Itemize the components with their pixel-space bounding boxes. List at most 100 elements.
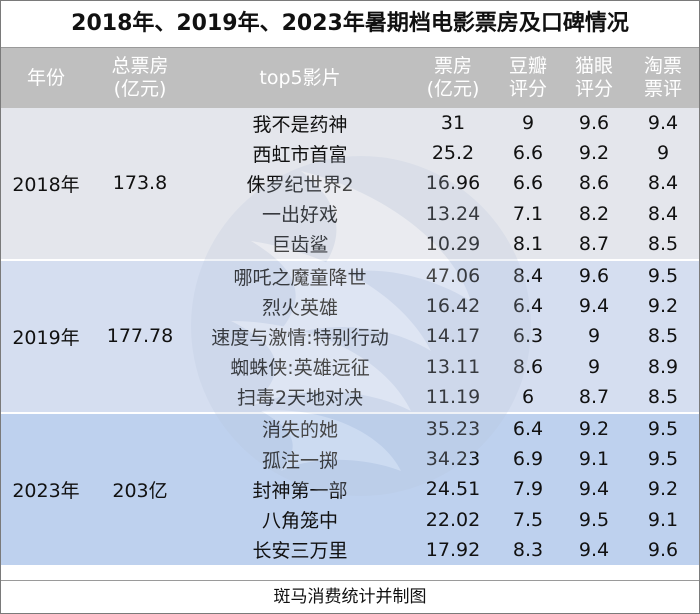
header-row: 年份 总票房 (亿元) top5影片 票房 (亿元) 豆瓣 评分 猫眼 评分 淘票 票评 [1,48,699,108]
maoyan-score-cell: 9.1 [561,444,627,475]
film-name-cell: 速度与激情:特别行动 [189,321,411,352]
film-name-cell: 侏罗纪世界2 [189,168,411,199]
film-name-cell: 八角笼中 [189,504,411,535]
maoyan-score-cell: 9.4 [561,291,627,322]
maoyan-score-cell: 9.6 [561,108,627,139]
table-row: 封神第一部 24.51 7.9 9.4 9.2 [1,474,699,505]
douban-score-cell: 6.4 [495,411,561,445]
film-name-cell: 西虹市首富 [189,138,411,169]
taopiaopiao-score-cell: 9.4 [627,108,699,139]
douban-score-cell: 7.5 [495,504,561,535]
douban-score-cell: 8.1 [495,228,561,260]
header-box-office: 票房 (亿元) [411,48,495,108]
header-total-box-office: 总票房 (亿元) [91,48,189,108]
film-name-cell: 消失的她 [189,411,411,445]
douban-score-cell: 6.9 [495,444,561,475]
taopiaopiao-score-cell: 9 [627,138,699,169]
table-row: 2023年 203亿 消失的她 35.23 6.4 9.2 9.5 [1,411,699,565]
box-office-cell: 31 [411,108,495,139]
maoyan-score-cell: 8.6 [561,168,627,199]
douban-score-cell: 8.4 [495,258,561,292]
table-title: 2018年、2019年、2023年暑期档电影票房及口碑情况 [1,1,699,48]
table-row: 侏罗纪世界2 16.96 6.6 8.6 8.4 [1,168,699,199]
film-name-cell: 一出好戏 [189,198,411,229]
box-office-cell: 13.11 [411,351,495,382]
douban-score-cell: 6.3 [495,321,561,352]
douban-score-cell: 7.1 [495,198,561,229]
douban-score-cell: 6.6 [495,168,561,199]
taopiaopiao-score-cell: 9.2 [627,474,699,505]
box-office-cell: 16.42 [411,291,495,322]
table-row: 2019年 177.78 哪吒之魔童降世 47.06 8.4 9.6 9.5 [1,258,699,413]
box-office-cell: 47.06 [411,258,495,292]
total-box-office-cell: 177.78 [91,258,189,413]
film-name-cell: 蜘蛛侠:英雄远征 [189,351,411,382]
taopiaopiao-score-cell: 9.2 [627,291,699,322]
maoyan-score-cell: 9.4 [561,474,627,505]
source-note: 斑马消费统计并制图 [1,580,699,613]
douban-score-cell: 9 [495,108,561,139]
taopiaopiao-score-cell: 9.5 [627,444,699,475]
table-row: 2018年 173.8 我不是药神 31 9 9.6 9.4 [1,108,699,260]
taopiaopiao-score-cell: 9.6 [627,534,699,565]
table-row: 蜘蛛侠:英雄远征 13.11 8.6 9 8.9 [1,351,699,382]
film-name-cell: 烈火英雄 [189,291,411,322]
douban-score-cell: 6.6 [495,138,561,169]
box-office-cell: 14.17 [411,321,495,352]
box-office-cell: 24.51 [411,474,495,505]
maoyan-score-cell: 8.7 [561,381,627,413]
taopiaopiao-score-cell: 9.5 [627,258,699,292]
table-row: 一出好戏 13.24 7.1 8.2 8.4 [1,198,699,229]
table-row: 扫毒2天地对决 11.19 6 8.7 8.5 [1,381,699,413]
douban-score-cell: 6 [495,381,561,413]
table-row: 烈火英雄 16.42 6.4 9.4 9.2 [1,291,699,322]
douban-score-cell: 8.6 [495,351,561,382]
film-name-cell: 封神第一部 [189,474,411,505]
taopiaopiao-score-cell: 9.5 [627,411,699,445]
header-taopiaopiao-score: 淘票 票评 [627,48,699,108]
box-office-cell: 16.96 [411,168,495,199]
douban-score-cell: 6.4 [495,291,561,322]
douban-score-cell: 7.9 [495,474,561,505]
box-office-cell: 11.19 [411,381,495,413]
table-row: 八角笼中 22.02 7.5 9.5 9.1 [1,504,699,535]
maoyan-score-cell: 8.2 [561,198,627,229]
taopiaopiao-score-cell: 8.5 [627,228,699,260]
year-cell: 2019年 [1,258,91,413]
table-body: 2018年 173.8 我不是药神 31 9 9.6 9.4 西虹市首富 25.2 6.6 9.2 9… [1,108,699,565]
header-douban-score: 豆瓣 评分 [495,48,561,108]
box-office-cell: 17.92 [411,534,495,565]
film-name-cell: 我不是药神 [189,108,411,139]
taopiaopiao-score-cell: 8.4 [627,168,699,199]
box-office-cell: 22.02 [411,504,495,535]
box-office-table: 年份 总票房 (亿元) top5影片 票房 (亿元) 豆瓣 评分 猫眼 评分 淘票 票评 … [1,48,699,565]
box-office-cell: 35.23 [411,411,495,445]
taopiaopiao-score-cell: 8.5 [627,381,699,413]
total-box-office-cell: 203亿 [91,411,189,565]
total-box-office-cell: 173.8 [91,108,189,260]
header-year: 年份 [1,48,91,108]
table-row: 西虹市首富 25.2 6.6 9.2 9 [1,138,699,169]
table-row: 孤注一掷 34.23 6.9 9.1 9.5 [1,444,699,475]
film-name-cell: 巨齿鲨 [189,228,411,260]
film-name-cell: 哪吒之魔童降世 [189,258,411,292]
maoyan-score-cell: 9.2 [561,138,627,169]
maoyan-score-cell: 9.5 [561,504,627,535]
year-cell: 2023年 [1,411,91,565]
box-office-cell: 34.23 [411,444,495,475]
taopiaopiao-score-cell: 8.5 [627,321,699,352]
film-name-cell: 长安三万里 [189,534,411,565]
maoyan-score-cell: 9.2 [561,411,627,445]
maoyan-score-cell: 9 [561,321,627,352]
year-cell: 2018年 [1,108,91,260]
maoyan-score-cell: 8.7 [561,228,627,260]
box-office-cell: 25.2 [411,138,495,169]
douban-score-cell: 8.3 [495,534,561,565]
table-row: 长安三万里 17.92 8.3 9.4 9.6 [1,534,699,565]
table-row: 速度与激情:特别行动 14.17 6.3 9 8.5 [1,321,699,352]
header-top5-films: top5影片 [189,48,411,108]
table-row: 巨齿鲨 10.29 8.1 8.7 8.5 [1,228,699,260]
taopiaopiao-score-cell: 8.9 [627,351,699,382]
maoyan-score-cell: 9.6 [561,258,627,292]
